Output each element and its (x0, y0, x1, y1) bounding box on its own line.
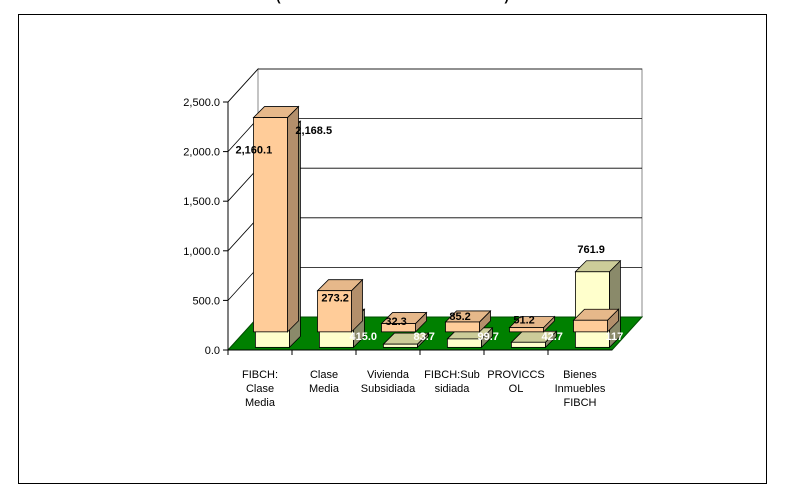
data-label: 51.2 (513, 314, 534, 326)
bar (381, 323, 416, 333)
chart-title: ( ) (0, 0, 785, 4)
y-tick-label: 1,000.0 (183, 246, 220, 258)
data-label: 273.2 (321, 292, 349, 304)
bar (253, 117, 288, 333)
bar (445, 321, 480, 333)
category-label: FIBCH:Sub sidiada (424, 369, 480, 395)
bar (510, 341, 546, 348)
data-label: 83.7 (414, 331, 435, 343)
data-label: 415.0 (350, 331, 378, 343)
bars (252, 105, 622, 349)
x-axis-categories: FIBCH: Clase Media Clase Media Vivienda Subsid… (227, 349, 612, 409)
category-label: FIBCH: Clase Media (242, 369, 278, 409)
data-label: 99.7 (478, 331, 499, 343)
data-label: 85.2 (449, 311, 470, 323)
bar (446, 338, 482, 348)
bar (382, 343, 418, 348)
bar (317, 290, 352, 333)
y-tick-label: 1,500.0 (183, 196, 220, 208)
data-label: 2,168.5 (295, 125, 332, 137)
data-label: 2,160.1 (236, 145, 273, 157)
data-label: 117. (606, 331, 627, 343)
y-tick-label: 0.0 (205, 345, 220, 357)
data-label: 32.3 (385, 316, 406, 328)
category-label: Bienes Inmuebles FIBCH (555, 369, 606, 409)
category-label: Clase Media (309, 369, 340, 395)
bar (509, 327, 544, 333)
category-label: Vivienda Subsidiada (361, 369, 416, 395)
bar-side (287, 105, 299, 333)
y-axis-ticks: 0.0 500.0 1,000.0 1,500.0 2,000.0 2,500.0 (183, 97, 229, 357)
bar (573, 319, 608, 333)
y-tick-label: 2,000.0 (183, 147, 220, 159)
data-label: 761.9 (577, 244, 605, 256)
gridline (227, 68, 642, 103)
y-tick-label: 2,500.0 (183, 97, 220, 109)
data-label: 42.7 (542, 331, 563, 343)
data-labels: 2,168.5 273.2 32.3 85.2 51.2 761.9 2,160.1 415.… (236, 125, 627, 343)
category-label: PROVICCS OL (487, 369, 544, 395)
y-tick-label: 500.0 (192, 295, 220, 307)
